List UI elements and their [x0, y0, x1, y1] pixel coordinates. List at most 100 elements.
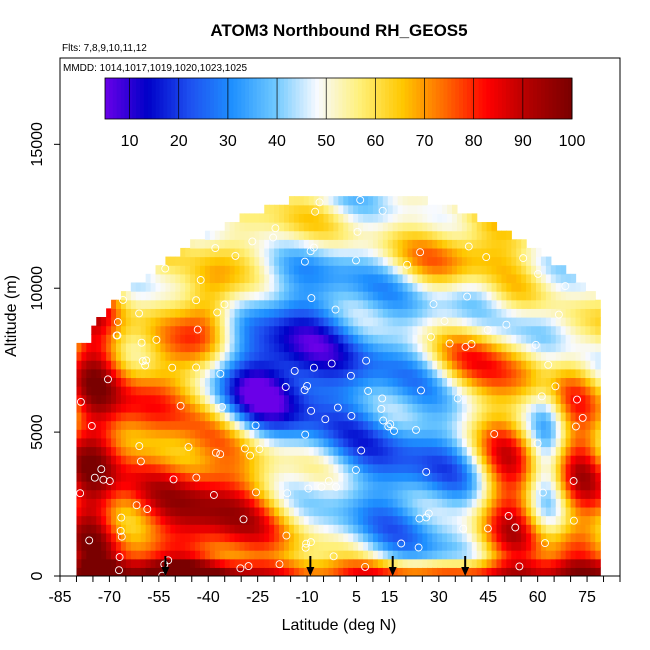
heat-cell — [165, 282, 171, 292]
heat-cell — [180, 256, 186, 266]
colorbar-segment — [178, 78, 184, 119]
heat-cell — [259, 541, 265, 551]
heat-cell — [130, 550, 137, 560]
heat-cell — [353, 368, 359, 379]
heat-cell — [86, 481, 92, 491]
heat-cell — [140, 558, 147, 568]
heat-cell — [204, 273, 211, 284]
heat-cell — [545, 351, 552, 361]
measurement-point — [99, 475, 108, 484]
heat-cell — [545, 550, 552, 560]
heat-cell — [308, 498, 315, 508]
heat-cell — [308, 463, 315, 473]
heat-cell — [506, 567, 512, 576]
heat-cell — [170, 334, 176, 344]
heat-cell — [531, 455, 537, 465]
heat-cell — [195, 368, 201, 379]
heat-cell — [135, 489, 142, 499]
measurement-point — [445, 339, 454, 348]
heat-cell — [120, 411, 127, 422]
heat-cell — [170, 446, 176, 456]
heat-cell — [333, 196, 339, 206]
heat-cell — [521, 291, 527, 301]
heat-cell — [219, 403, 226, 413]
heat-cell — [476, 567, 483, 576]
heat-cell — [466, 325, 473, 335]
heat-cell — [249, 463, 255, 473]
heat-cell — [249, 498, 255, 508]
heat-cell — [550, 429, 557, 439]
colorbar-tick-label: 90 — [514, 133, 532, 150]
heat-cell — [412, 481, 419, 491]
heat-cell — [106, 394, 112, 404]
heat-cell — [372, 411, 379, 422]
heat-cell — [417, 239, 423, 249]
heat-cell — [412, 282, 419, 292]
colorbar-segment — [128, 78, 133, 119]
heat-cell — [140, 532, 147, 543]
heat-cell — [293, 299, 300, 309]
heat-cell — [456, 532, 463, 543]
heat-cell — [471, 368, 478, 379]
heat-cell — [219, 498, 226, 508]
heat-cell — [338, 515, 344, 525]
heat-cell — [565, 515, 572, 525]
heat-cell — [422, 532, 428, 543]
heat-cell — [511, 325, 517, 335]
heat-cell — [496, 437, 503, 448]
heat-cell — [540, 377, 547, 387]
heat-cell — [368, 299, 374, 309]
heat-cell — [531, 360, 537, 370]
heat-cell — [190, 291, 196, 301]
heat-cell — [417, 532, 423, 543]
heat-cell — [422, 222, 428, 232]
heat-cell — [348, 273, 354, 284]
heat-cell — [392, 256, 399, 266]
heat-cell — [437, 368, 443, 379]
heat-cell — [560, 403, 567, 413]
heat-cell — [195, 558, 201, 568]
heat-cell — [392, 325, 399, 335]
heat-cell — [368, 282, 374, 292]
heat-cell — [111, 429, 117, 439]
heat-cell — [244, 351, 251, 361]
heat-cell — [274, 317, 280, 327]
heat-cell — [239, 437, 246, 448]
heat-cell — [135, 299, 142, 309]
heat-cell — [135, 317, 142, 327]
heat-cell — [313, 325, 320, 335]
heat-cell — [570, 351, 577, 361]
heat-cell — [145, 317, 152, 327]
heat-cell — [407, 360, 414, 370]
heat-cell — [363, 291, 369, 301]
heat-cell — [101, 541, 107, 551]
heat-cell — [496, 420, 503, 430]
heat-cell — [125, 308, 132, 318]
heat-cell — [590, 317, 596, 327]
heat-cell — [481, 239, 488, 249]
heat-cell — [328, 524, 335, 534]
heat-cell — [555, 291, 562, 301]
heat-cell — [308, 351, 315, 361]
heat-cell — [461, 481, 468, 491]
heat-cell — [372, 282, 379, 292]
heat-cell — [303, 489, 310, 499]
heat-cell — [106, 308, 112, 318]
heat-cell — [130, 489, 137, 499]
heat-cell — [456, 506, 463, 517]
heat-cell — [249, 317, 255, 327]
heat-cell — [417, 420, 423, 430]
heat-cell — [456, 360, 463, 370]
heat-cell — [170, 532, 176, 543]
heat-cell — [101, 446, 107, 456]
heat-cell — [491, 334, 498, 344]
heat-cell — [323, 291, 330, 301]
heat-cell — [229, 325, 236, 335]
heat-cell — [318, 291, 325, 301]
heat-cell — [427, 265, 433, 275]
heat-cell — [318, 247, 325, 258]
heat-cell — [516, 455, 522, 465]
heat-cell — [76, 541, 83, 551]
heat-cell — [328, 472, 335, 482]
heat-cell — [555, 360, 562, 370]
